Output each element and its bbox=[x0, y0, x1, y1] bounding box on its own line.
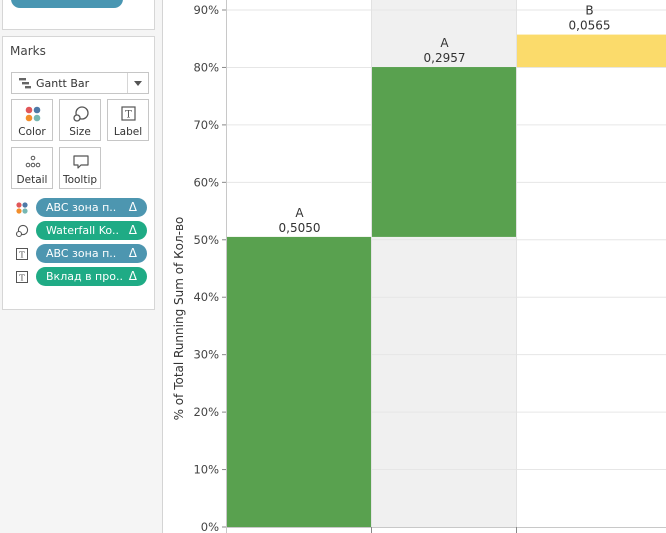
y-tick-label: 60% bbox=[193, 175, 219, 189]
y-tick-label: 40% bbox=[193, 290, 219, 304]
y-tick-label: 20% bbox=[193, 405, 219, 419]
y-tick-label: 90% bbox=[193, 3, 219, 17]
marks-card-title: Marks bbox=[10, 44, 46, 58]
y-axis-title: % of Total Running Sum of Кол-во bbox=[172, 217, 186, 421]
field-pill-contribution-label[interactable]: Вклад в про.. Δ bbox=[36, 267, 147, 286]
delta-icon: Δ bbox=[128, 200, 137, 214]
detail-dots-icon bbox=[25, 155, 41, 168]
label-text-icon: T bbox=[121, 106, 136, 121]
bar-value-label: 0,0565 bbox=[569, 19, 611, 33]
delta-icon: Δ bbox=[128, 269, 137, 283]
mark-type-label: Gantt Bar bbox=[36, 77, 90, 90]
size-icon bbox=[15, 224, 29, 238]
svg-text:T: T bbox=[19, 274, 25, 284]
tooltip-button[interactable]: Tooltip bbox=[59, 147, 101, 189]
color-button[interactable]: Color bbox=[11, 99, 53, 141]
svg-text:T: T bbox=[19, 251, 25, 261]
chevron-down-icon[interactable] bbox=[127, 73, 148, 93]
y-tick-label: 80% bbox=[193, 60, 219, 74]
column-band bbox=[517, 0, 666, 527]
waterfall-bar bbox=[372, 67, 517, 237]
bar-category-label: A bbox=[295, 206, 304, 220]
field-pill-abc-zone-label[interactable]: ABC зона п.. Δ bbox=[36, 244, 147, 263]
y-tick-label: 30% bbox=[193, 348, 219, 362]
field-pill-label: Вклад в про.. bbox=[46, 270, 123, 283]
marks-card: Marks Gantt Bar Color bbox=[2, 36, 155, 310]
field-pill-label: ABC зона п.. bbox=[46, 247, 117, 260]
bar-value-label: 0,5050 bbox=[279, 221, 321, 235]
waterfall-bar bbox=[227, 236, 372, 527]
y-tick-label: 70% bbox=[193, 118, 219, 132]
left-shelf-panel: Marks Gantt Bar Color bbox=[0, 0, 163, 533]
size-button-label: Size bbox=[69, 126, 91, 138]
delta-icon: Δ bbox=[128, 246, 137, 260]
label-button[interactable]: T Label bbox=[107, 99, 149, 141]
bar-value-label: 0,2957 bbox=[424, 51, 466, 65]
field-pill-label: Waterfall Ko.. bbox=[46, 224, 119, 237]
columns-shelf-card bbox=[2, 0, 155, 30]
color-button-label: Color bbox=[18, 126, 46, 138]
label-button-label: Label bbox=[113, 126, 143, 138]
label-text-icon: T bbox=[16, 248, 28, 261]
color-dots-icon bbox=[16, 202, 28, 214]
shelf-field-pill[interactable] bbox=[11, 0, 123, 8]
bar-category-label: B bbox=[585, 4, 593, 18]
field-pill-waterfall-size[interactable]: Waterfall Ko.. Δ bbox=[36, 221, 147, 240]
bar-category-label: A bbox=[440, 36, 449, 50]
delta-icon: Δ bbox=[128, 223, 137, 237]
label-text-icon: T bbox=[16, 271, 28, 284]
svg-text:T: T bbox=[125, 110, 132, 121]
mark-type-dropdown[interactable]: Gantt Bar bbox=[11, 72, 149, 94]
detail-button[interactable]: Detail bbox=[11, 147, 53, 189]
gantt-bar-icon bbox=[19, 78, 31, 89]
tooltip-button-label: Tooltip bbox=[62, 174, 98, 186]
y-tick-label: 50% bbox=[193, 233, 219, 247]
detail-button-label: Detail bbox=[16, 174, 48, 186]
chart-area[interactable]: A 0,5050 A 0,2957 B 0,0565 0% 10% 20% 30% 40% 50% 60… bbox=[163, 0, 666, 533]
y-tick-label: 10% bbox=[193, 463, 219, 477]
color-dots-icon bbox=[25, 106, 41, 122]
y-tick-label: 0% bbox=[201, 520, 219, 533]
size-button[interactable]: Size bbox=[59, 99, 101, 141]
field-pill-label: ABC зона п.. bbox=[46, 201, 117, 214]
tooltip-icon bbox=[73, 155, 89, 169]
size-icon bbox=[73, 106, 89, 122]
field-pill-abc-zone-color[interactable]: ABC зона п.. Δ bbox=[36, 198, 147, 217]
waterfall-chart[interactable]: A0,5050A0,2957B0,05650%10%20%30%40%50%60… bbox=[163, 0, 666, 533]
waterfall-bar bbox=[517, 34, 666, 68]
